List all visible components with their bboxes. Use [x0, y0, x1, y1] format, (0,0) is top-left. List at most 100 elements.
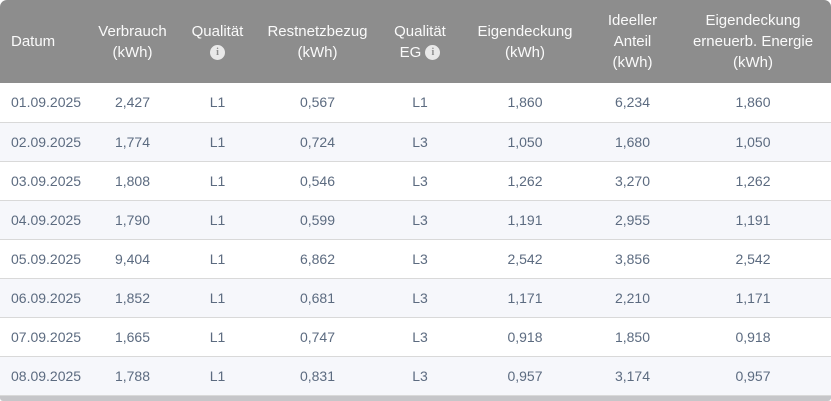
cell-eigendeckung: 1,262: [460, 160, 590, 200]
horizontal-scrollbar[interactable]: [0, 395, 831, 401]
column-label: Eigendeckung: [477, 22, 573, 40]
cell-ideeller-anteil: 3,174: [590, 355, 675, 396]
cell-verbrauch: 1,774: [85, 121, 180, 161]
cell-eigendeckung-erneuerbar: 1,050: [675, 121, 831, 161]
cell-restnetzbezug: 0,599: [255, 199, 380, 239]
column-unit: (kWh): [733, 54, 773, 71]
cell-qualitaet: L1: [180, 316, 255, 356]
table-header: Datum Verbrauch (kWh) Qualität i Restnet…: [0, 0, 831, 83]
cell-eigendeckung-erneuerbar: 0,957: [675, 355, 831, 396]
cell-verbrauch: 1,788: [85, 355, 180, 396]
cell-datum: 04.09.2025: [0, 199, 85, 239]
cell-datum: 03.09.2025: [0, 160, 85, 200]
column-header-datum: Datum: [0, 0, 85, 83]
cell-qualitaet-eg: L3: [380, 355, 460, 396]
cell-restnetzbezug: 0,567: [255, 83, 380, 122]
cell-restnetzbezug: 0,831: [255, 355, 380, 396]
cell-eigendeckung: 1,860: [460, 83, 590, 122]
cell-qualitaet: L1: [180, 160, 255, 200]
column-unit: (kWh): [112, 43, 153, 61]
cell-qualitaet-eg: L1: [380, 83, 460, 122]
cell-verbrauch: 9,404: [85, 238, 180, 278]
cell-eigendeckung-erneuerbar: 1,262: [675, 160, 831, 200]
column-header-qualitaet-eg: Qualität EG i: [380, 0, 460, 83]
column-label: Datum: [11, 33, 56, 50]
cell-datum: 06.09.2025: [0, 277, 85, 317]
column-unit: (kWh): [505, 43, 545, 61]
cell-datum: 07.09.2025: [0, 316, 85, 356]
cell-eigendeckung-erneuerbar: 0,918: [675, 316, 831, 356]
column-label: Ideeller: [607, 12, 658, 29]
cell-ideeller-anteil: 1,850: [590, 316, 675, 356]
cell-eigendeckung: 0,957: [460, 355, 590, 396]
table-row: 01.09.2025 2,427 L1 0,567 L1 1,860 6,234…: [0, 83, 831, 122]
cell-restnetzbezug: 0,681: [255, 277, 380, 317]
cell-qualitaet-eg: L3: [380, 199, 460, 239]
cell-restnetzbezug: 0,747: [255, 316, 380, 356]
cell-eigendeckung-erneuerbar: 2,542: [675, 238, 831, 278]
info-icon[interactable]: i: [425, 45, 441, 61]
cell-qualitaet-eg: L3: [380, 160, 460, 200]
column-unit: (kWh): [297, 43, 338, 61]
column-header-eigendeckung: Eigendeckung (kWh): [460, 0, 590, 83]
cell-datum: 05.09.2025: [0, 238, 85, 278]
cell-datum: 08.09.2025: [0, 355, 85, 396]
cell-qualitaet: L1: [180, 238, 255, 278]
table-row: 06.09.2025 1,852 L1 0,681 L3 1,171 2,210…: [0, 277, 831, 317]
cell-verbrauch: 2,427: [85, 83, 180, 122]
column-label: Qualität: [191, 22, 244, 40]
cell-eigendeckung: 1,191: [460, 199, 590, 239]
table-row: 04.09.2025 1,790 L1 0,599 L3 1,191 2,955…: [0, 199, 831, 239]
column-label: EG: [399, 43, 422, 61]
cell-eigendeckung: 2,542: [460, 238, 590, 278]
column-unit: (kWh): [612, 54, 653, 71]
table-row: 07.09.2025 1,665 L1 0,747 L3 0,918 1,850…: [0, 316, 831, 356]
cell-ideeller-anteil: 2,955: [590, 199, 675, 239]
cell-qualitaet: L1: [180, 199, 255, 239]
column-label: Anteil: [613, 33, 652, 50]
column-header-qualitaet: Qualität i: [180, 0, 255, 83]
column-label: Restnetzbezug: [267, 22, 368, 40]
table-row: 03.09.2025 1,808 L1 0,546 L3 1,262 3,270…: [0, 160, 831, 200]
cell-qualitaet-eg: L3: [380, 316, 460, 356]
cell-ideeller-anteil: 3,270: [590, 160, 675, 200]
cell-verbrauch: 1,665: [85, 316, 180, 356]
column-label: Qualität: [394, 22, 446, 40]
column-label: Verbrauch: [98, 22, 167, 40]
cell-qualitaet-eg: L3: [380, 238, 460, 278]
column-header-eigendeckung-erneuerbar: Eigendeckung erneuerb. Energie (kWh): [675, 0, 831, 83]
cell-qualitaet: L1: [180, 277, 255, 317]
cell-restnetzbezug: 6,862: [255, 238, 380, 278]
column-header-ideeller-anteil: Ideeller Anteil (kWh): [590, 0, 675, 83]
cell-datum: 02.09.2025: [0, 121, 85, 161]
cell-verbrauch: 1,852: [85, 277, 180, 317]
cell-eigendeckung: 0,918: [460, 316, 590, 356]
cell-eigendeckung-erneuerbar: 1,191: [675, 199, 831, 239]
cell-eigendeckung: 1,171: [460, 277, 590, 317]
column-label: erneuerb. Energie: [692, 33, 814, 50]
cell-ideeller-anteil: 3,856: [590, 238, 675, 278]
cell-eigendeckung-erneuerbar: 1,171: [675, 277, 831, 317]
table-row: 08.09.2025 1,788 L1 0,831 L3 0,957 3,174…: [0, 355, 831, 396]
cell-ideeller-anteil: 6,234: [590, 83, 675, 122]
cell-datum: 01.09.2025: [0, 83, 85, 122]
column-header-verbrauch: Verbrauch (kWh): [85, 0, 180, 83]
cell-eigendeckung-erneuerbar: 1,860: [675, 83, 831, 122]
column-label: Eigendeckung: [705, 12, 801, 29]
column-header-restnetzbezug: Restnetzbezug (kWh): [255, 0, 380, 83]
cell-qualitaet: L1: [180, 355, 255, 396]
cell-restnetzbezug: 0,724: [255, 121, 380, 161]
cell-ideeller-anteil: 1,680: [590, 121, 675, 161]
cell-ideeller-anteil: 2,210: [590, 277, 675, 317]
cell-restnetzbezug: 0,546: [255, 160, 380, 200]
cell-qualitaet: L1: [180, 121, 255, 161]
table-row: 05.09.2025 9,404 L1 6,862 L3 2,542 3,856…: [0, 238, 831, 278]
table-row: 02.09.2025 1,774 L1 0,724 L3 1,050 1,680…: [0, 121, 831, 161]
cell-verbrauch: 1,808: [85, 160, 180, 200]
cell-qualitaet: L1: [180, 83, 255, 122]
cell-eigendeckung: 1,050: [460, 121, 590, 161]
info-icon[interactable]: i: [210, 45, 225, 61]
table-body: 01.09.2025 2,427 L1 0,567 L1 1,860 6,234…: [0, 83, 831, 396]
